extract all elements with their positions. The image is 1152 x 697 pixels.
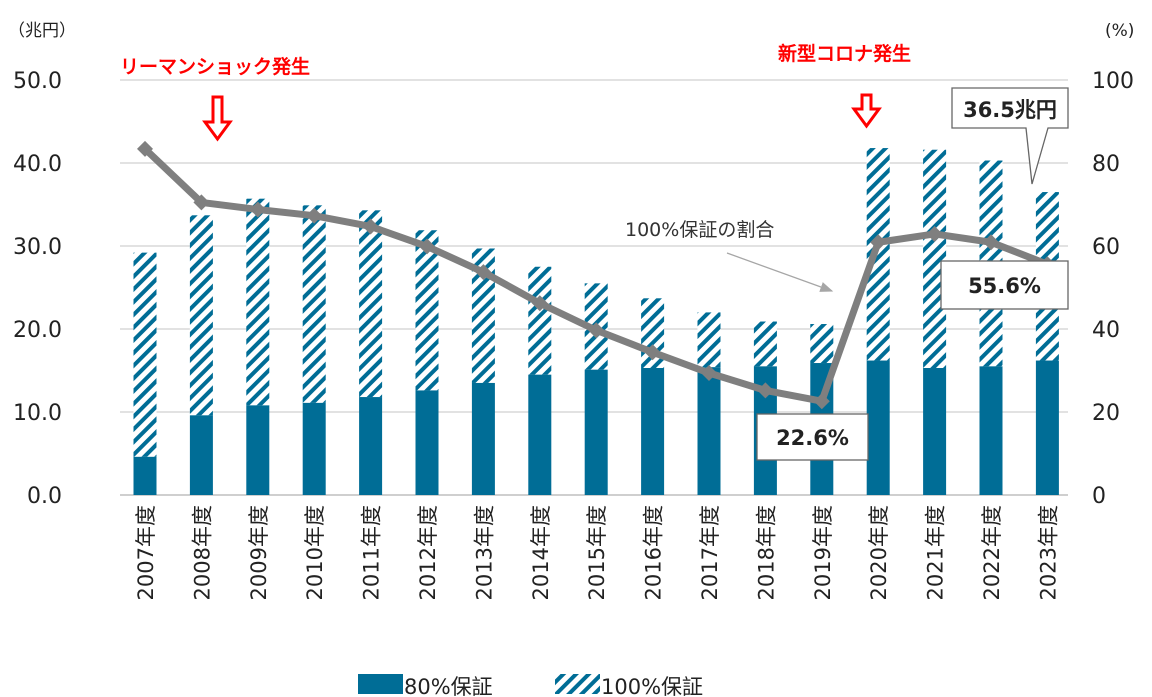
ratio-point [813, 393, 830, 410]
bar-80-percent [471, 382, 495, 495]
bar-80-percent [866, 360, 890, 495]
y2-tick-label: 80 [1092, 152, 1120, 177]
x-tick-label: 2021年度 [924, 505, 948, 600]
ratio-point [306, 207, 323, 224]
bar-100-percent [697, 312, 721, 368]
x-tick-label: 2012年度 [416, 505, 440, 600]
bar-80-percent [133, 456, 157, 495]
y-tick-label: 50.0 [13, 69, 62, 94]
bar-80-percent [697, 367, 721, 495]
total-2023-callout [951, 87, 1069, 185]
ratio-point [870, 234, 887, 251]
legend-label-100: 100%保証 [601, 675, 703, 697]
ratio-2019-label: 22.6% [776, 426, 849, 450]
bar-100-percent [471, 248, 495, 383]
ratio-point [249, 201, 266, 218]
bar-100-percent [359, 210, 383, 398]
bar-80-percent [528, 374, 552, 495]
ratio-point [983, 234, 999, 251]
right-axis-unit: (%) [1105, 21, 1134, 41]
y2-tick-label: 20 [1092, 401, 1120, 426]
y2-tick-label: 100 [1092, 69, 1134, 94]
ratio-2023-label-box [940, 260, 1069, 310]
x-tick-label: 2020年度 [867, 505, 891, 600]
y2-tick-label: 0 [1092, 484, 1106, 509]
bar-100-percent [753, 321, 777, 367]
x-tick-label: 2015年度 [585, 505, 609, 600]
ratio-point [588, 322, 605, 339]
legend-label-80: 80%保証 [404, 675, 493, 697]
y-tick-label: 20.0 [13, 318, 62, 343]
bar-100-percent [528, 266, 552, 375]
x-tick-label: 2023年度 [1036, 505, 1060, 600]
bar-100-percent [923, 149, 947, 369]
bar-100-percent [302, 205, 326, 403]
x-tick-label: 2016年度 [642, 505, 666, 600]
bar-80-percent [923, 368, 947, 495]
bar-80-percent [359, 397, 383, 495]
bar-80-percent [641, 368, 665, 495]
ratio-point [137, 140, 153, 157]
total-2023-label: 36.5兆円 [963, 98, 1057, 122]
ratio-point [926, 225, 943, 242]
x-tick-label: 2014年度 [529, 505, 553, 600]
bar-100-percent [415, 230, 439, 391]
bar-80-percent [1035, 360, 1059, 495]
bar-100-percent [866, 148, 890, 361]
left-axis-unit: （兆円） [8, 21, 76, 41]
y-tick-label: 10.0 [13, 401, 62, 426]
ratio-point [701, 364, 717, 381]
line-series-label: 100%保証の割合 [625, 219, 774, 241]
x-tick-label: 2008年度 [190, 505, 214, 600]
legend-swatch-80 [358, 674, 403, 694]
ratio-point [757, 382, 774, 399]
lehman-arrow-icon [202, 95, 233, 142]
x-tick-label: 2007年度 [134, 505, 158, 600]
x-tick-label: 2010年度 [303, 505, 327, 600]
ratio-point [475, 264, 492, 281]
bar-100-percent [133, 252, 157, 457]
x-tick-label: 2022年度 [980, 505, 1004, 600]
x-tick-label: 2009年度 [247, 505, 271, 600]
lehman-annotation: リーマンショック発生 [120, 55, 310, 78]
y-tick-label: 0.0 [27, 484, 62, 509]
y2-tick-label: 40 [1092, 318, 1120, 343]
ratio-point [193, 194, 210, 211]
y-tick-label: 30.0 [13, 235, 62, 260]
bar-100-percent [810, 324, 834, 364]
legend: 80%保証 100%保証 [358, 674, 703, 697]
x-tick-label: 2013年度 [472, 505, 496, 600]
ratio-point [419, 238, 435, 255]
bar-80-percent [246, 405, 270, 495]
bar-80-percent [302, 402, 326, 495]
ratio-point [362, 218, 379, 235]
ratio-point [531, 295, 548, 312]
x-tick-label: 2011年度 [360, 505, 384, 600]
corona-annotation: 新型コロナ発生 [778, 42, 911, 65]
y2-tick-label: 60 [1092, 235, 1120, 260]
x-tick-label: 2017年度 [698, 505, 722, 600]
x-tick-label: 2019年度 [811, 505, 835, 600]
bar-80-percent [189, 415, 213, 495]
corona-arrow-icon [851, 93, 882, 129]
ratio-2023-label: 55.6% [968, 274, 1041, 298]
legend-swatch-100 [555, 674, 600, 694]
ratio-2019-label-box [756, 413, 869, 461]
bar-80-percent [415, 390, 439, 495]
line-label-arrow [726, 252, 834, 292]
x-tick-label: 2018年度 [754, 505, 778, 600]
bar-80-percent [979, 366, 1003, 495]
bar-80-percent [584, 369, 608, 495]
bar-100-percent [246, 198, 270, 406]
bar-100-percent [189, 215, 213, 416]
y-tick-label: 40.0 [13, 152, 62, 177]
ratio-point [644, 344, 661, 361]
